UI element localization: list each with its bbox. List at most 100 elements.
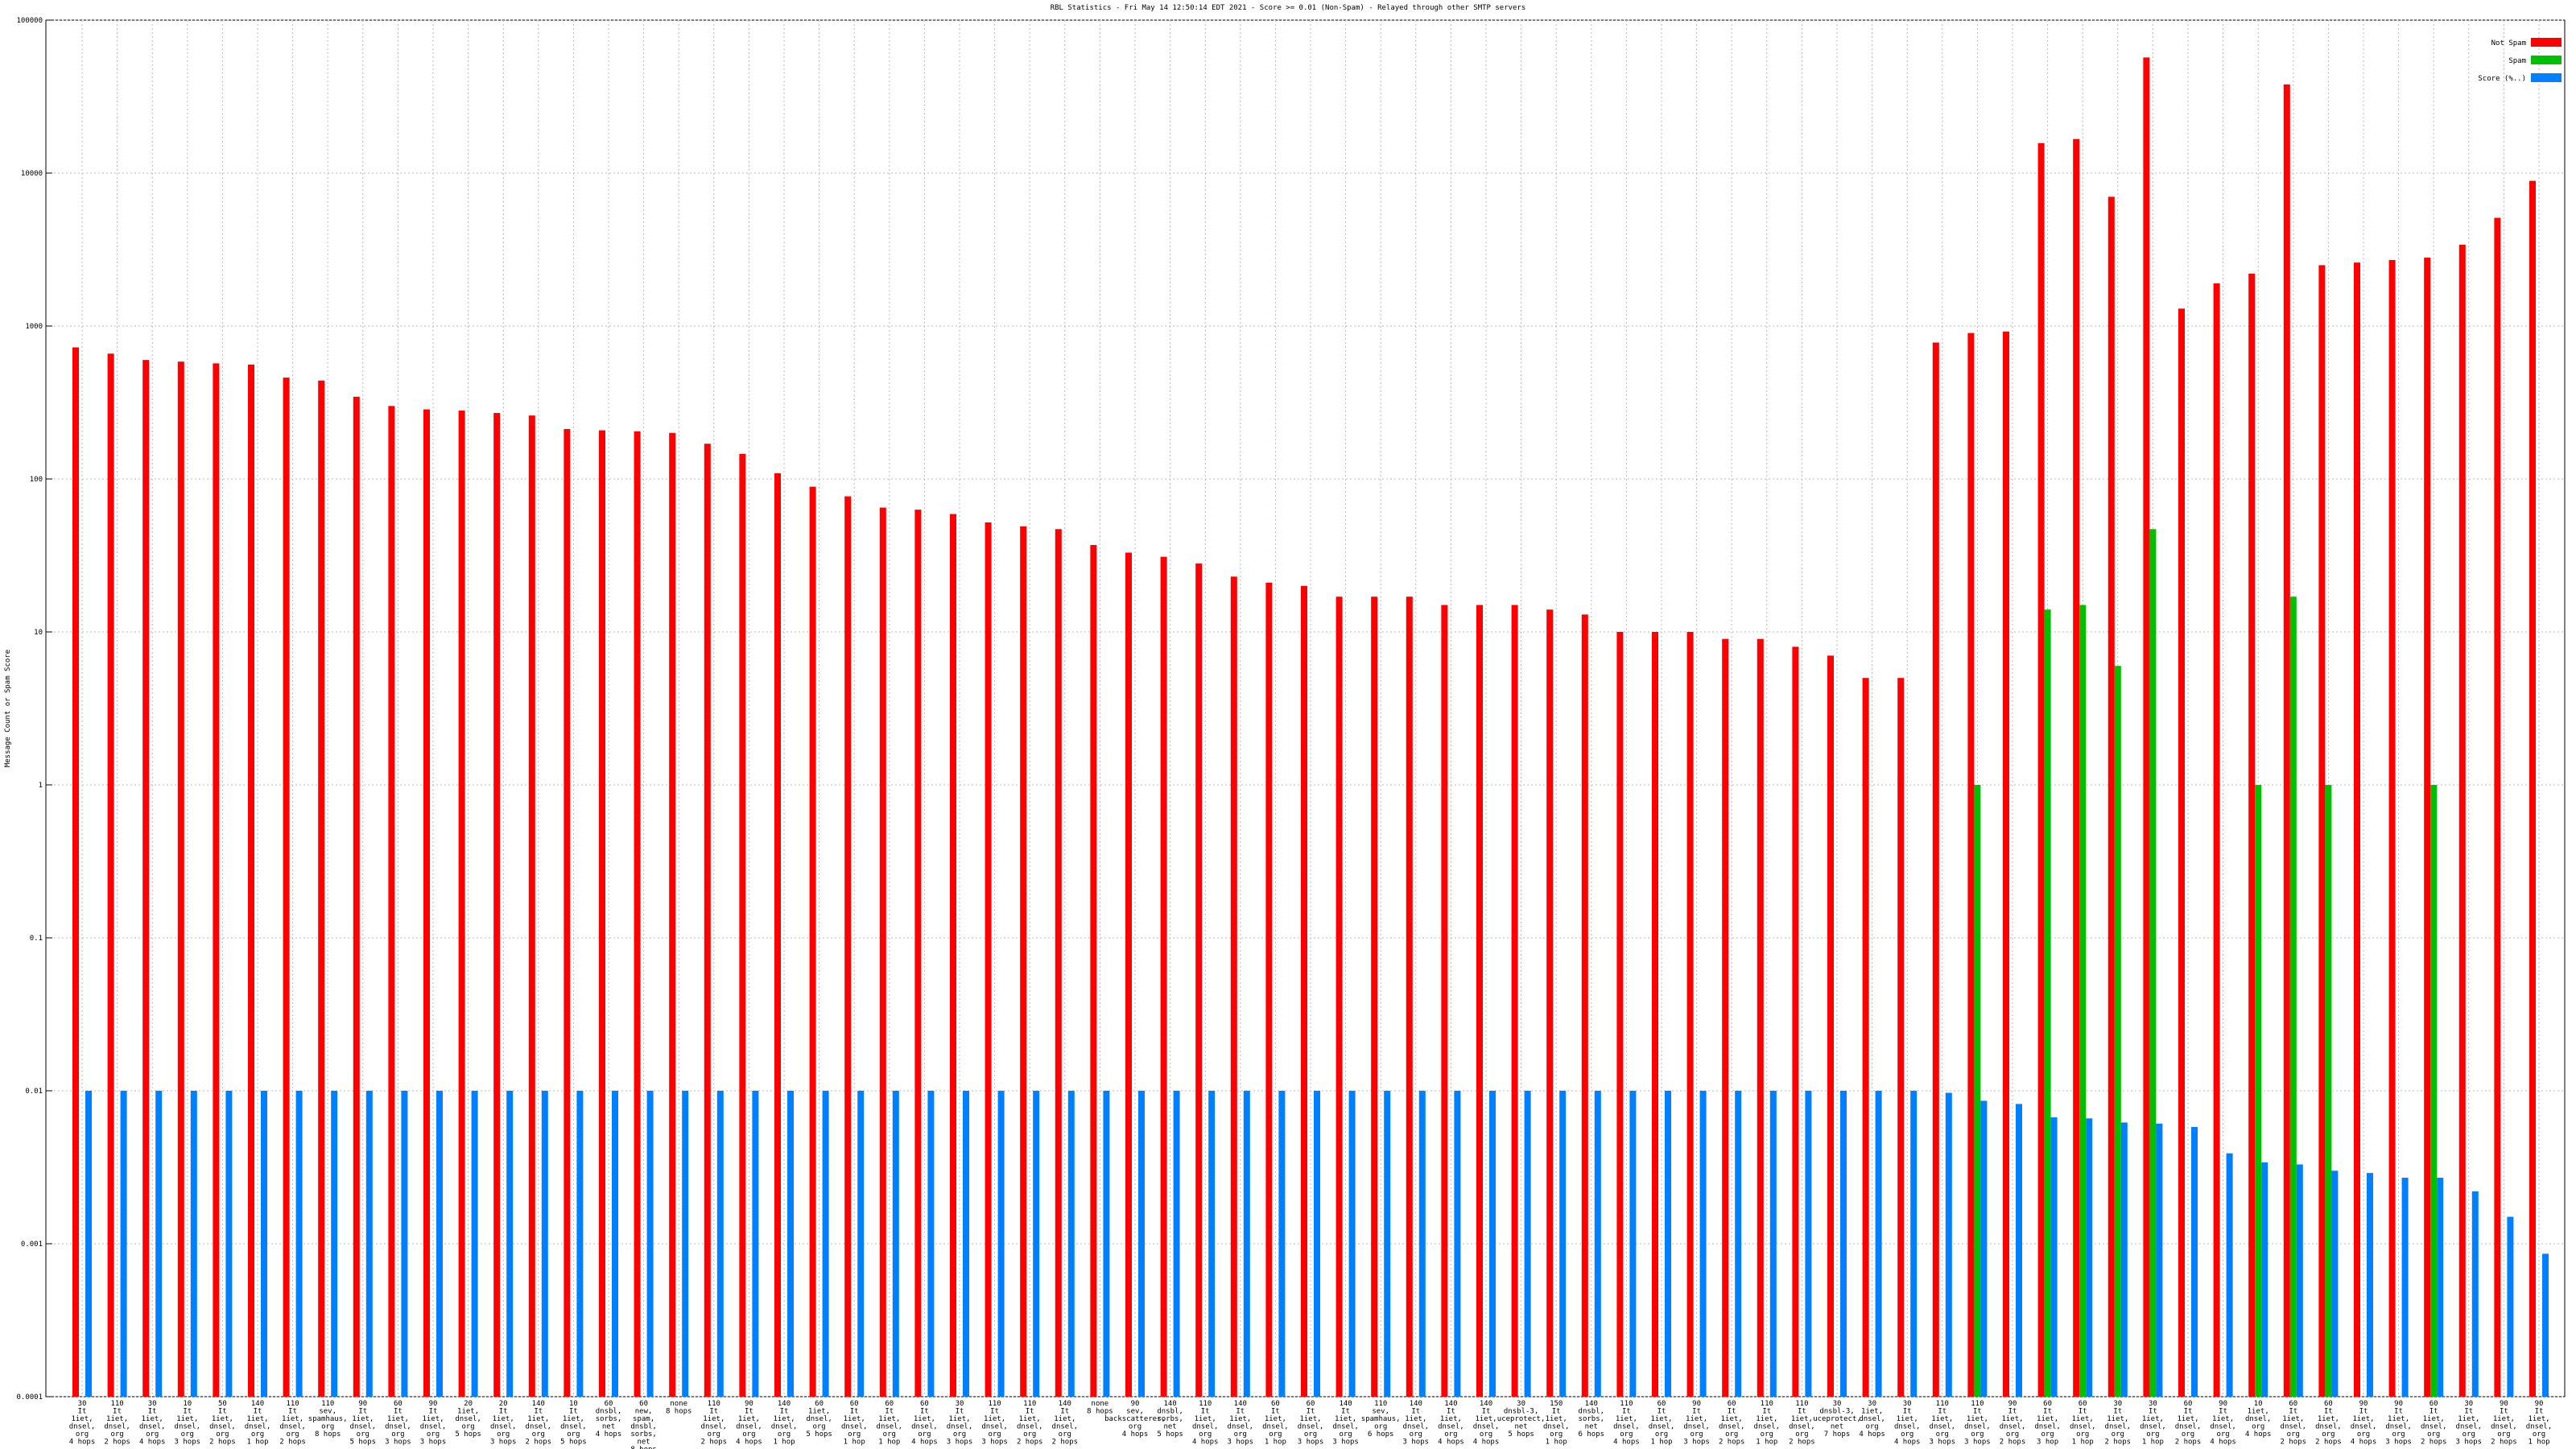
legend-swatch — [2531, 38, 2562, 47]
bar — [1757, 638, 1764, 1397]
x-tick-label: 30 It 1iet, dnsel, org 1 hop — [2140, 1400, 2166, 1447]
bar — [2494, 217, 2501, 1397]
y-tick-label: 100000 — [16, 17, 43, 25]
bar — [1489, 1091, 1496, 1397]
y-tick-label: 100 — [30, 476, 43, 484]
bar — [2424, 258, 2431, 1397]
bar — [2437, 1178, 2444, 1397]
bar — [634, 431, 641, 1397]
legend-label: Spam — [2508, 57, 2526, 65]
bar — [1301, 585, 1307, 1397]
bar — [1875, 1091, 1882, 1397]
x-tick-label: 30 It 1iet, dnsel, org 3 hops — [947, 1400, 973, 1447]
bar — [2401, 1178, 2409, 1397]
bar — [914, 510, 922, 1397]
bar — [1686, 632, 1694, 1397]
x-tick-label: 90 It 1iet, dnsel, org 4 hops — [2351, 1400, 2377, 1447]
x-tick-label: 110 It 1iet, dnsel, org 4 hops — [1192, 1400, 1219, 1447]
y-tick-label: 1 — [39, 782, 43, 790]
x-tick-label: 140 dnsbl, sorbs, net 6 hops — [1579, 1400, 1605, 1439]
bar — [809, 486, 816, 1397]
bar — [599, 430, 605, 1397]
x-tick-label: 60 It 1iet, dnsel, org 2 hops — [2421, 1400, 2447, 1447]
bar — [1195, 564, 1203, 1397]
bar — [1862, 678, 1869, 1397]
bar — [1769, 1091, 1777, 1397]
x-tick-label: 10 It 1iet, dnsel, org 3 hops — [175, 1400, 201, 1447]
bar — [1511, 605, 1518, 1397]
x-tick-label: 140 It 1iet, dnsel, org 3 hops — [1228, 1400, 1254, 1447]
bar — [2143, 57, 2150, 1397]
bar — [436, 1091, 443, 1397]
x-tick-label: 110 It 1iet, dnsel, org 1 hop — [1754, 1400, 1781, 1447]
x-tick-label: 90 It 1iet, dnsel, org 2 hops — [2491, 1400, 2517, 1447]
bar — [739, 453, 746, 1397]
bar — [190, 1091, 197, 1397]
bar — [248, 364, 254, 1397]
bar — [1090, 545, 1097, 1397]
x-tick-label: 60 It 1iet, dnsel, org 2 hops — [2281, 1400, 2307, 1447]
bar — [506, 1091, 514, 1397]
x-tick-label: 140 It 1iet, dnsel, org 3 hops — [1403, 1400, 1430, 1447]
x-tick-label: 110 It 1iet, dnsel, org 3 hops — [1964, 1400, 1991, 1447]
bar — [2296, 1164, 2303, 1397]
legend-label: Score (%..) — [2478, 75, 2526, 83]
bar — [85, 1091, 92, 1397]
bar — [1384, 1091, 1391, 1397]
x-tick-label: 140 It 1iet, dnsel, org 2 hops — [1052, 1400, 1079, 1447]
x-tick-label: 30 dnsbl-3, uceprotect, net 5 hops — [1497, 1400, 1546, 1439]
bar — [1418, 1091, 1426, 1397]
bar — [458, 411, 465, 1397]
bar — [2367, 1173, 2373, 1397]
bar — [2430, 785, 2438, 1397]
x-tick-label: 140 dnsbl, sorbs, net 5 hops — [1157, 1400, 1183, 1439]
x-tick-label: 30 It 1iet, dnsel, org 4 hops — [69, 1400, 96, 1447]
bar — [261, 1091, 267, 1397]
bar — [1055, 529, 1062, 1397]
x-tick-label: 140 It 1iet, dnsel, org 1 hop — [771, 1400, 798, 1447]
bar — [1980, 1100, 1988, 1397]
bar — [1230, 576, 1237, 1397]
x-tick-label: 60 It 1iet, dnsel, org 1 hop — [877, 1400, 903, 1447]
x-tick-label: 140 It 1iet, dnsel, org 1 hop — [245, 1400, 271, 1447]
bar — [295, 1091, 303, 1397]
bar — [2261, 1162, 2268, 1397]
bar — [1335, 597, 1343, 1397]
x-tick-label: 60 It 1iet, dnsel, org 2 hops — [2175, 1400, 2202, 1447]
x-tick-label: 60 It 1iet, dnsel, org 1 hop — [841, 1400, 868, 1447]
chart-title: RBL Statistics - Fri May 14 12:50:14 EDT… — [1051, 4, 1526, 12]
x-tick-label: 140 It 1iet, dnsel, org 4 hops — [1473, 1400, 1500, 1447]
bar — [1974, 785, 1981, 1397]
x-tick-label: 90 It 1iet, dnsel, org 4 hops — [2210, 1400, 2236, 1447]
x-tick-label: 110 It 1iet, dnsel, org 3 hops — [981, 1400, 1008, 1447]
legend-swatch — [2531, 56, 2562, 64]
bar — [213, 363, 220, 1397]
x-tick-label: 60 It 1iet, dnsel, org 1 hop — [1649, 1400, 1675, 1447]
bar — [879, 507, 886, 1397]
bar — [985, 522, 992, 1397]
y-tick-label: 0.001 — [21, 1241, 43, 1249]
bar — [646, 1091, 654, 1397]
bar — [2149, 529, 2157, 1397]
bar — [2016, 1104, 2022, 1397]
bar — [1840, 1091, 1847, 1397]
bar — [1524, 1091, 1531, 1397]
x-tick-label: 20 1iet, dnsel, org 5 hops — [455, 1400, 481, 1439]
bar — [225, 1091, 233, 1397]
bar — [1278, 1091, 1286, 1397]
x-tick-label: 110 It 1iet, dnsel, org 2 hops — [279, 1400, 306, 1447]
x-tick-label: 110 It 1iet, dnsel, org 3 hops — [1930, 1400, 1956, 1447]
x-tick-label: 90 It 1iet, dnsel, org 3 hops — [1683, 1400, 1710, 1447]
bar — [1348, 1091, 1356, 1397]
bar — [388, 406, 395, 1397]
bar — [1945, 1092, 1952, 1397]
x-tick-label: 30 It 1iet, dnsel, org 3 hops — [2456, 1400, 2483, 1447]
bar — [1616, 632, 1624, 1397]
x-tick-label: 90 It 1iet, dnsel, org 4 hops — [736, 1400, 762, 1447]
bar — [2213, 283, 2220, 1397]
bar — [353, 396, 360, 1397]
bar — [612, 1091, 618, 1397]
bar — [283, 378, 290, 1397]
